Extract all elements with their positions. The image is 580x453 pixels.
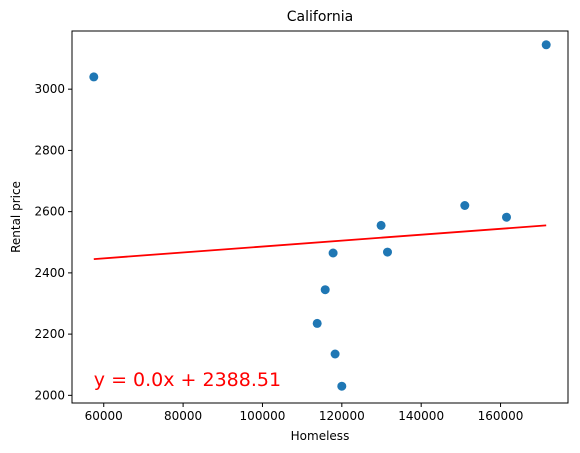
data-point bbox=[320, 285, 330, 295]
data-point bbox=[312, 318, 322, 328]
x-tick-label: 120000 bbox=[319, 409, 365, 423]
data-point bbox=[383, 247, 392, 257]
y-axis-label: Rental price bbox=[9, 181, 23, 253]
chart-title: California bbox=[287, 9, 353, 25]
data-point bbox=[541, 40, 551, 50]
data-point bbox=[376, 220, 386, 230]
y-tick-label: 3000 bbox=[34, 82, 65, 96]
y-tick-label: 2600 bbox=[34, 205, 65, 219]
x-tick-label: 100000 bbox=[240, 409, 286, 423]
regression-line bbox=[93, 224, 547, 260]
data-point bbox=[502, 212, 511, 222]
x-tick-label: 140000 bbox=[398, 409, 444, 423]
x-tick-label: 80000 bbox=[164, 409, 202, 423]
data-point bbox=[460, 201, 470, 210]
data-point bbox=[337, 381, 347, 391]
x-tick-label: 60000 bbox=[85, 409, 123, 423]
data-point bbox=[328, 248, 338, 258]
y-tick-label: 2000 bbox=[34, 388, 65, 402]
regression-equation: y = 0.0x + 2388.51 bbox=[94, 369, 281, 391]
y-tick-label: 2400 bbox=[34, 266, 65, 280]
data-point bbox=[89, 72, 99, 82]
x-tick-label: 160000 bbox=[478, 409, 524, 423]
plot-frame bbox=[71, 30, 569, 404]
y-tick-label: 2200 bbox=[34, 327, 65, 341]
data-point bbox=[330, 349, 340, 359]
y-tick-label: 2800 bbox=[34, 143, 65, 157]
x-axis-label: Homeless bbox=[291, 429, 350, 443]
